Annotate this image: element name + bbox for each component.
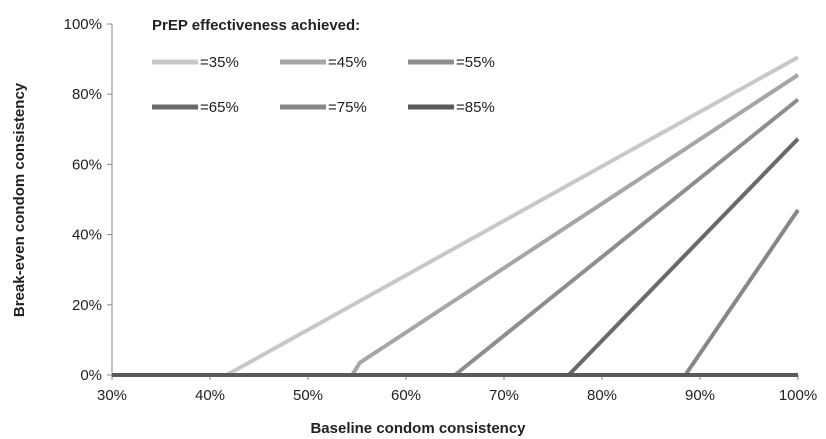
y-tick-label: 80% — [72, 86, 102, 103]
x-tick-label: 70% — [489, 387, 519, 404]
series-line — [112, 137, 800, 377]
legend-label: =85% — [456, 99, 495, 116]
x-axis-title: Baseline condom consistency — [310, 420, 526, 437]
legend-label: =35% — [200, 54, 239, 71]
series-line — [112, 208, 800, 377]
x-tick-label: 30% — [97, 387, 127, 404]
x-tick-label: 80% — [587, 387, 617, 404]
plot-area: 0% 20% 40% 60% 80% 100% 30% 40% 50% 60% 70% 80% 90% 1… — [64, 16, 818, 404]
legend-label: =55% — [456, 54, 495, 71]
x-tick-label: 90% — [685, 387, 715, 404]
y-axis-title: Break-even condom consistency — [11, 82, 28, 317]
legend-label: =45% — [328, 54, 367, 71]
y-tick-label: 100% — [64, 16, 102, 33]
axis-ticks: 0% 20% 40% 60% 80% 100% 30% 40% 50% 60% 70% 80% 90% 1… — [64, 16, 818, 404]
series-layer — [112, 55, 800, 377]
x-tick-label: 60% — [391, 387, 421, 404]
legend-title: PrEP effectiveness achieved: — [152, 17, 360, 34]
y-tick-label: 60% — [72, 156, 102, 173]
legend: PrEP effectiveness achieved: =35% =45% =55… — [152, 17, 495, 116]
y-tick-label: 0% — [80, 367, 102, 384]
x-tick-label: 40% — [195, 387, 225, 404]
x-tick-label: 50% — [293, 387, 323, 404]
series-line — [112, 73, 800, 377]
legend-items: =35% =45% =55% =65% =75% =85% — [152, 54, 495, 116]
y-tick-label: 20% — [72, 297, 102, 314]
y-tick-label: 40% — [72, 227, 102, 244]
legend-label: =75% — [328, 99, 367, 116]
x-tick-label: 100% — [779, 387, 817, 404]
legend-label: =65% — [200, 99, 239, 116]
